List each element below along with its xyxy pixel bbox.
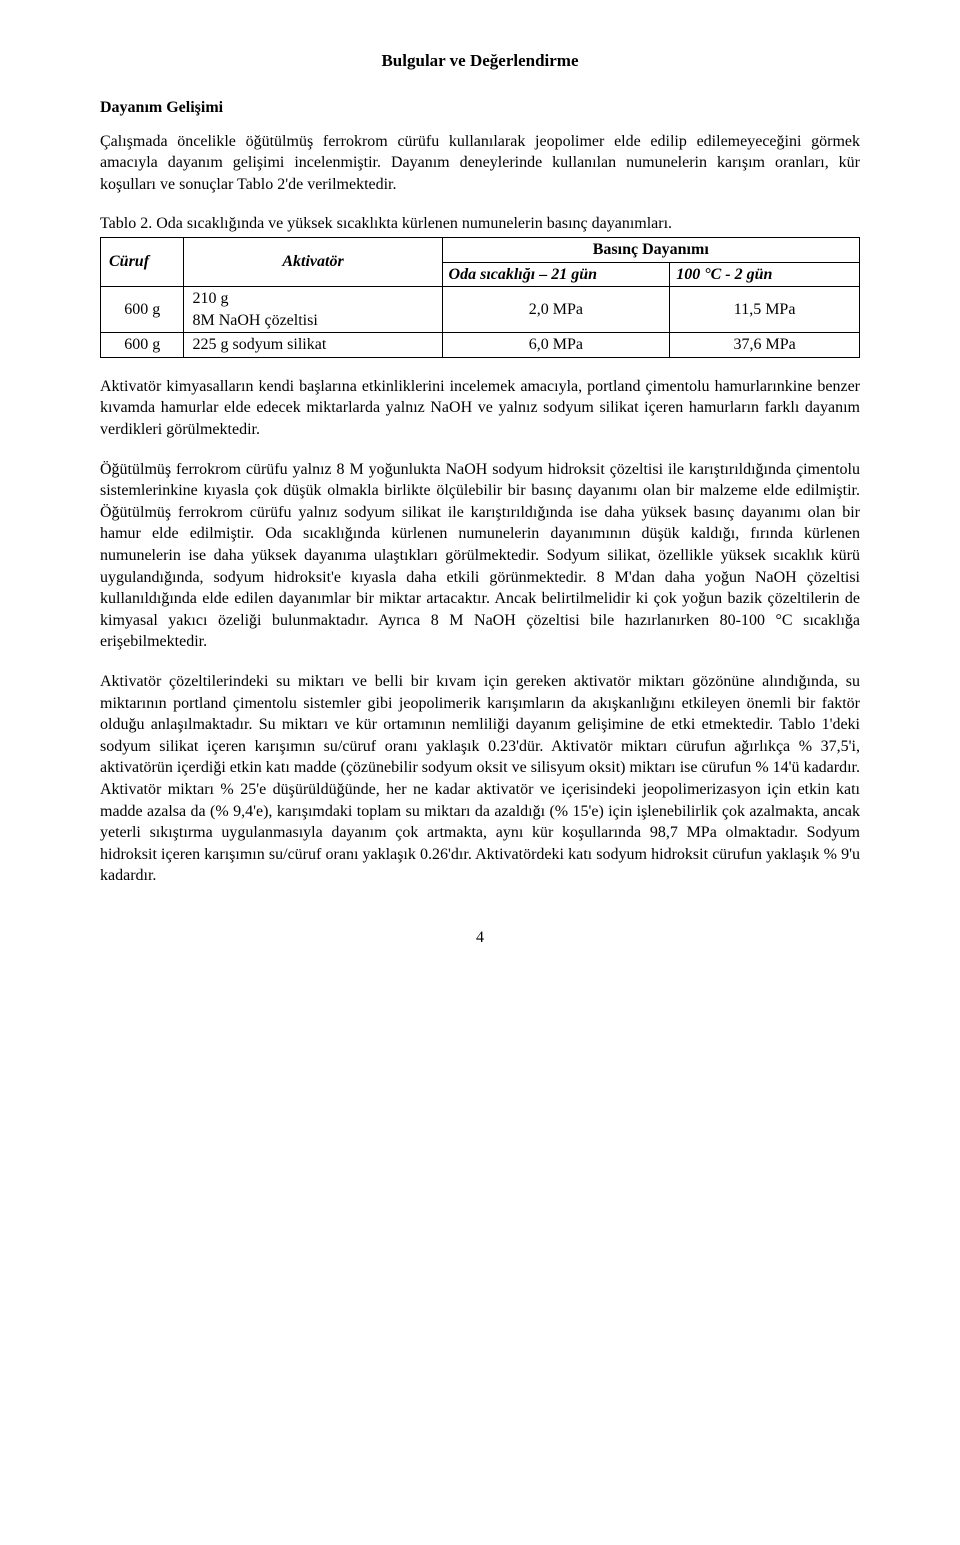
cell-100c: 37,6 MPa (670, 333, 860, 358)
cell-aktivator-line1: 210 g (192, 290, 228, 307)
section-heading: Dayanım Gelişimi (100, 97, 860, 119)
paragraph-2: Aktivatör kimyasalların kendi başlarına … (100, 376, 860, 441)
paragraph-4: Aktivatör çözeltilerindeki su miktarı ve… (100, 671, 860, 887)
table-caption: Tablo 2. Oda sıcaklığında ve yüksek sıca… (100, 213, 860, 235)
cell-curuf: 600 g (101, 333, 184, 358)
cell-aktivator-line2: 8M NaOH çözeltisi (192, 312, 317, 329)
col-header-aktivator: Aktivatör (184, 237, 442, 286)
cell-oda: 2,0 MPa (442, 287, 670, 333)
table-row: 600 g 225 g sodyum silikat 6,0 MPa 37,6 … (101, 333, 860, 358)
col-header-curuf: Cüruf (101, 237, 184, 286)
cell-curuf: 600 g (101, 287, 184, 333)
paragraph-1: Çalışmada öncelikle öğütülmüş ferrokrom … (100, 131, 860, 196)
table-row: 600 g 210 g 8M NaOH çözeltisi 2,0 MPa 11… (101, 287, 860, 333)
cell-aktivator: 210 g 8M NaOH çözeltisi (184, 287, 442, 333)
document-title: Bulgular ve Değerlendirme (100, 50, 860, 73)
results-table: Cüruf Aktivatör Basınç Dayanımı Oda sıca… (100, 237, 860, 358)
col-header-oda: Oda sıcaklığı – 21 gün (442, 262, 670, 287)
col-header-100c: 100 °C - 2 gün (670, 262, 860, 287)
cell-100c: 11,5 MPa (670, 287, 860, 333)
cell-aktivator: 225 g sodyum silikat (184, 333, 442, 358)
page-number: 4 (100, 927, 860, 949)
cell-oda: 6,0 MPa (442, 333, 670, 358)
paragraph-3: Öğütülmüş ferrokrom cürüfu yalnız 8 M yo… (100, 459, 860, 653)
col-header-span: Basınç Dayanımı (442, 237, 859, 262)
